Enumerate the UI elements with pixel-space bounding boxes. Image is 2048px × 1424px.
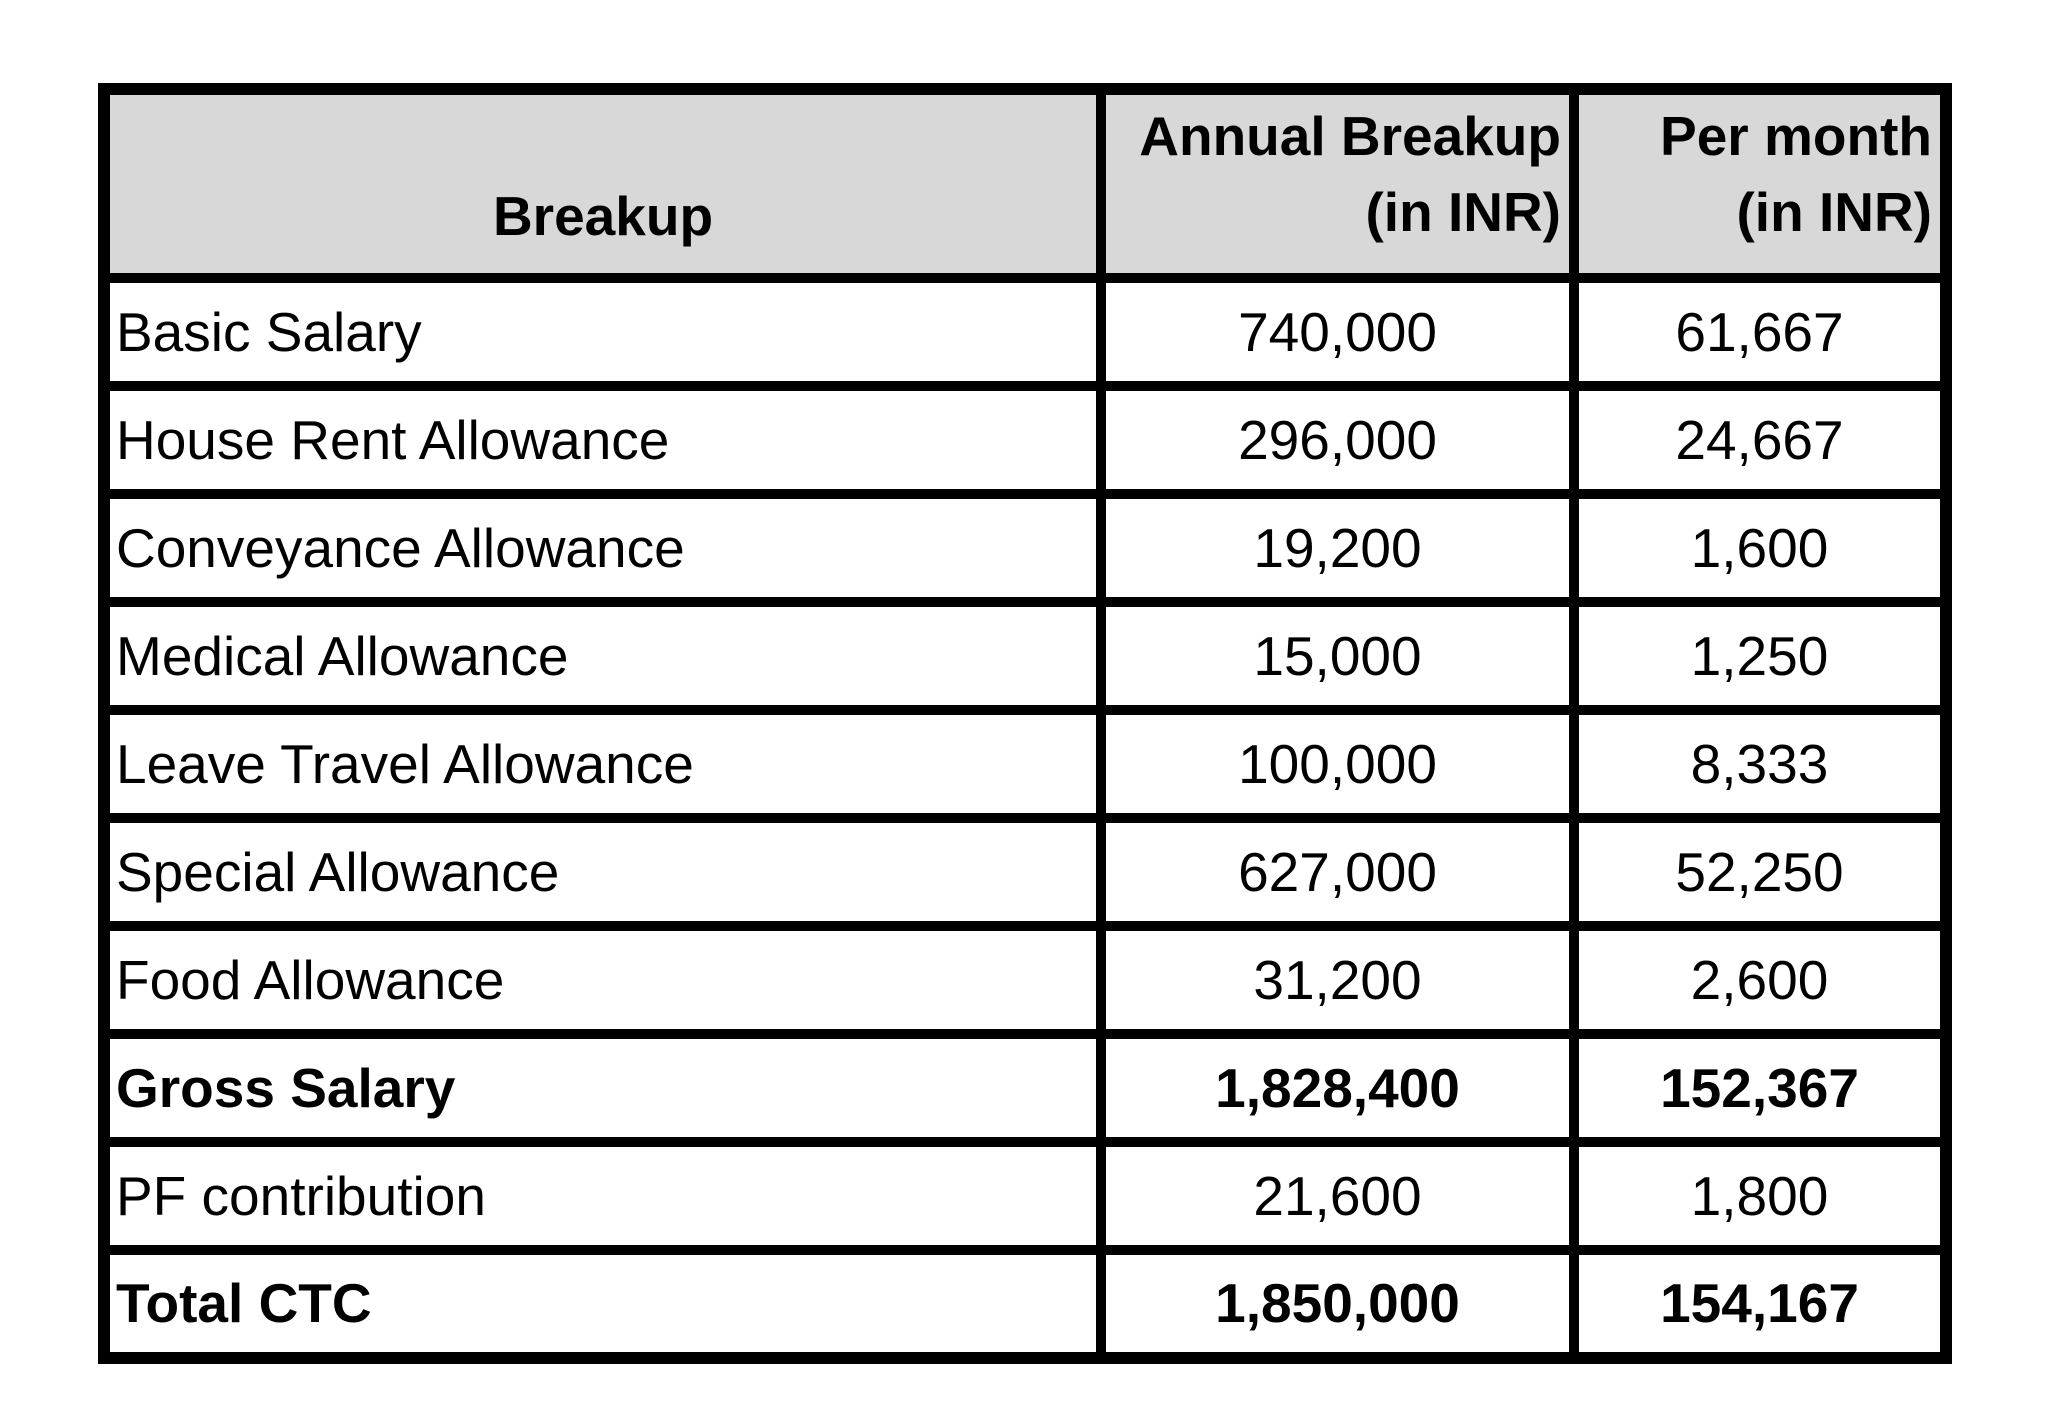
monthly-value: 61,667: [1569, 273, 1951, 391]
row-label: Conveyance Allowance: [99, 489, 1106, 607]
table-row-conveyance-allowance: Conveyance Allowance 19,200 1,600: [99, 489, 1951, 607]
row-label: House Rent Allowance: [99, 381, 1106, 499]
table-row-house-rent-allowance: House Rent Allowance 296,000 24,667: [99, 381, 1951, 499]
table-row-gross-salary: Gross Salary 1,828,400 152,367: [99, 1029, 1951, 1147]
table-row-leave-travel-allowance: Leave Travel Allowance 100,000 8,333: [99, 705, 1951, 823]
annual-value: 1,828,400: [1096, 1029, 1579, 1147]
annual-value: 100,000: [1096, 705, 1579, 823]
monthly-value: 2,600: [1569, 921, 1951, 1039]
header-annual-line1: Annual Breakup: [1139, 105, 1561, 168]
header-per-month-line1: Per month: [1660, 105, 1932, 168]
table-row-basic-salary: Basic Salary 740,000 61,667: [99, 273, 1951, 391]
monthly-value: 1,600: [1569, 489, 1951, 607]
table-row-food-allowance: Food Allowance 31,200 2,600: [99, 921, 1951, 1039]
table-row-medical-allowance: Medical Allowance 15,000 1,250: [99, 597, 1951, 715]
row-label: PF contribution: [99, 1137, 1106, 1255]
table-row-special-allowance: Special Allowance 627,000 52,250: [99, 813, 1951, 931]
row-label: Leave Travel Allowance: [99, 705, 1106, 823]
header-annual-breakup: Annual Breakup (in INR): [1096, 84, 1579, 283]
monthly-value: 1,800: [1569, 1137, 1951, 1255]
monthly-value: 8,333: [1569, 705, 1951, 823]
annual-value: 31,200: [1096, 921, 1579, 1039]
monthly-value: 152,367: [1569, 1029, 1951, 1147]
annual-value: 1,850,000: [1096, 1245, 1579, 1363]
row-label: Gross Salary: [99, 1029, 1106, 1147]
annual-value: 740,000: [1096, 273, 1579, 391]
row-label: Total CTC: [99, 1245, 1106, 1363]
row-label: Medical Allowance: [99, 597, 1106, 715]
row-label: Food Allowance: [99, 921, 1106, 1039]
row-label: Special Allowance: [99, 813, 1106, 931]
annual-value: 19,200: [1096, 489, 1579, 607]
annual-value: 627,000: [1096, 813, 1579, 931]
monthly-value: 24,667: [1569, 381, 1951, 499]
monthly-value: 1,250: [1569, 597, 1951, 715]
salary-breakup-table: Breakup Annual Breakup (in INR) Per mont…: [98, 83, 1952, 1364]
monthly-value: 154,167: [1569, 1245, 1951, 1363]
header-breakup: Breakup: [99, 84, 1106, 283]
row-label: Basic Salary: [99, 273, 1106, 391]
monthly-value: 52,250: [1569, 813, 1951, 931]
header-annual-line2: (in INR): [1365, 181, 1561, 244]
header-per-month-line2: (in INR): [1736, 181, 1932, 244]
header-per-month: Per month (in INR): [1569, 84, 1951, 283]
annual-value: 21,600: [1096, 1137, 1579, 1255]
annual-value: 15,000: [1096, 597, 1579, 715]
table-row-pf-contribution: PF contribution 21,600 1,800: [99, 1137, 1951, 1255]
table-header-row: Breakup Annual Breakup (in INR) Per mont…: [99, 84, 1951, 283]
annual-value: 296,000: [1096, 381, 1579, 499]
table-row-total-ctc: Total CTC 1,850,000 154,167: [99, 1245, 1951, 1363]
